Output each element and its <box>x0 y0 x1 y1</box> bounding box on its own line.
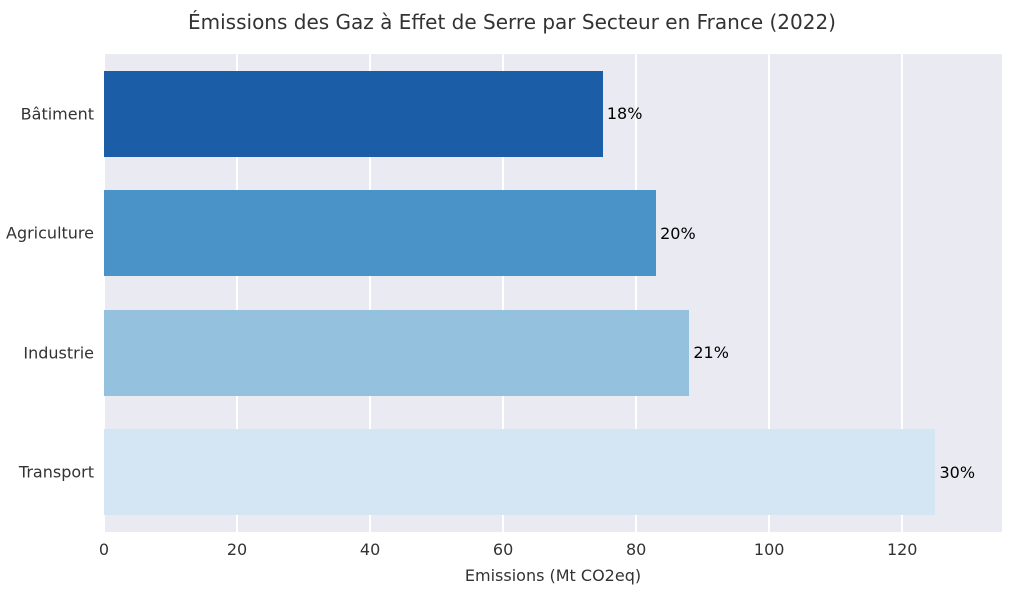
x-tick-label: 120 <box>887 540 918 559</box>
bar <box>104 310 689 396</box>
x-tick-label: 40 <box>360 540 380 559</box>
x-tick-label: 60 <box>493 540 513 559</box>
y-tick-label: Agriculture <box>6 224 94 243</box>
y-tick-label: Transport <box>19 463 94 482</box>
bar <box>104 71 603 157</box>
x-axis-label: Emissions (Mt CO2eq) <box>465 566 641 585</box>
y-tick-label: Bâtiment <box>21 104 94 123</box>
x-tick-label: 100 <box>754 540 785 559</box>
bar-value-label: 20% <box>660 224 696 243</box>
bar <box>104 429 935 515</box>
bar-value-label: 30% <box>939 463 975 482</box>
plot-area: Emissions (Mt CO2eq) 02040608010012018%B… <box>104 54 1002 532</box>
bar-value-label: 21% <box>693 343 729 362</box>
chart-title: Émissions des Gaz à Effet de Serre par S… <box>0 10 1024 34</box>
x-tick-label: 0 <box>99 540 109 559</box>
x-tick-label: 20 <box>227 540 247 559</box>
y-tick-label: Industrie <box>23 343 94 362</box>
x-tick-label: 80 <box>626 540 646 559</box>
bar-value-label: 18% <box>607 104 643 123</box>
bar <box>104 190 656 276</box>
ges-chart: Émissions des Gaz à Effet de Serre par S… <box>0 0 1024 608</box>
